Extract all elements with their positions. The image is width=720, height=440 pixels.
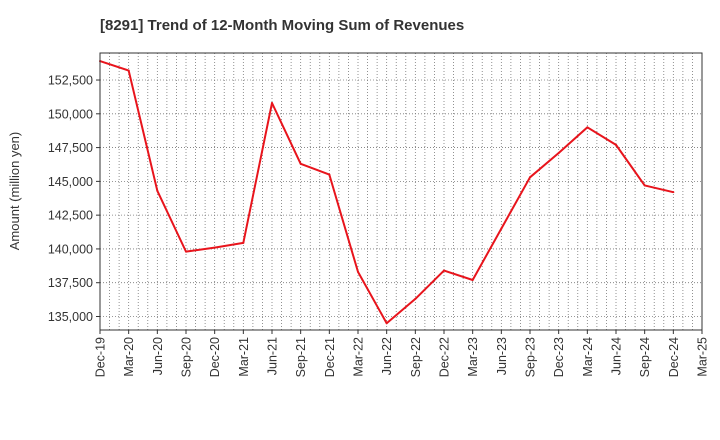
series-layer [99, 60, 675, 325]
x-tick-label: Jun-22 [380, 337, 394, 375]
y-tick-label: 142,500 [48, 209, 93, 223]
x-tick-label: Mar-22 [352, 337, 366, 377]
x-tick-label: Mar-21 [237, 337, 251, 377]
data-point [586, 126, 589, 129]
data-point [328, 173, 331, 176]
data-point [414, 297, 417, 300]
data-point [643, 184, 646, 187]
x-tick-label: Mar-20 [122, 337, 136, 377]
x-axis-ticks: Dec-19 Mar-20 Jun-20 Sep-20 Dec-20 Mar-21 Jun-… [94, 330, 710, 377]
y-tick-label: 150,000 [48, 107, 93, 121]
x-tick-label: Dec-24 [667, 337, 681, 377]
data-point [500, 227, 503, 230]
y-tick-label: 137,500 [48, 276, 93, 290]
x-tick-label: Jun-24 [610, 337, 624, 375]
data-point [443, 269, 445, 272]
x-tick-label: Jun-23 [495, 337, 509, 375]
y-tick-label: 147,500 [48, 141, 93, 155]
x-tick-label: Jun-21 [266, 337, 280, 375]
chart-title: [8291] Trend of 12-Month Moving Sum of R… [100, 17, 464, 34]
data-point [529, 176, 531, 179]
x-tick-label: Jun-20 [151, 337, 165, 375]
data-point [213, 246, 216, 249]
y-tick-label: 135,000 [48, 310, 93, 324]
data-point [242, 241, 245, 244]
x-tick-label: Sep-23 [524, 337, 538, 377]
data-point [672, 191, 675, 194]
data-point [471, 279, 474, 282]
x-tick-label: Sep-22 [409, 337, 423, 377]
y-tick-label: 145,000 [48, 175, 93, 189]
x-tick-label: Sep-21 [294, 337, 308, 377]
data-point [299, 162, 302, 165]
data-point [127, 69, 130, 72]
x-tick-label: Dec-19 [94, 337, 108, 377]
data-point [385, 322, 388, 325]
x-tick-label: Dec-23 [552, 337, 566, 377]
x-tick-label: Mar-23 [466, 337, 480, 377]
data-point [615, 143, 617, 146]
x-tick-label: Dec-22 [438, 337, 452, 377]
data-point [156, 189, 159, 192]
y-tick-label: 140,000 [48, 242, 93, 256]
x-tick-label: Dec-20 [208, 337, 222, 377]
y-axis-label: Amount (million yen) [7, 132, 22, 251]
gridlines [100, 53, 702, 330]
x-tick-label: Sep-20 [180, 337, 194, 377]
x-tick-label: Mar-24 [581, 337, 595, 377]
x-tick-label: Dec-21 [323, 337, 337, 377]
series-line [99, 60, 674, 325]
data-point [357, 270, 359, 273]
data-point [271, 101, 273, 104]
x-tick-label: Sep-24 [638, 337, 652, 377]
x-tick-label: Mar-25 [696, 337, 710, 377]
y-axis-ticks: 135,000 137,500 140,000 142,500 145,000 147,5… [48, 74, 100, 324]
data-point [185, 250, 187, 253]
data-point [557, 151, 560, 154]
plot-area-border [99, 52, 703, 331]
y-tick-label: 152,500 [48, 74, 93, 88]
